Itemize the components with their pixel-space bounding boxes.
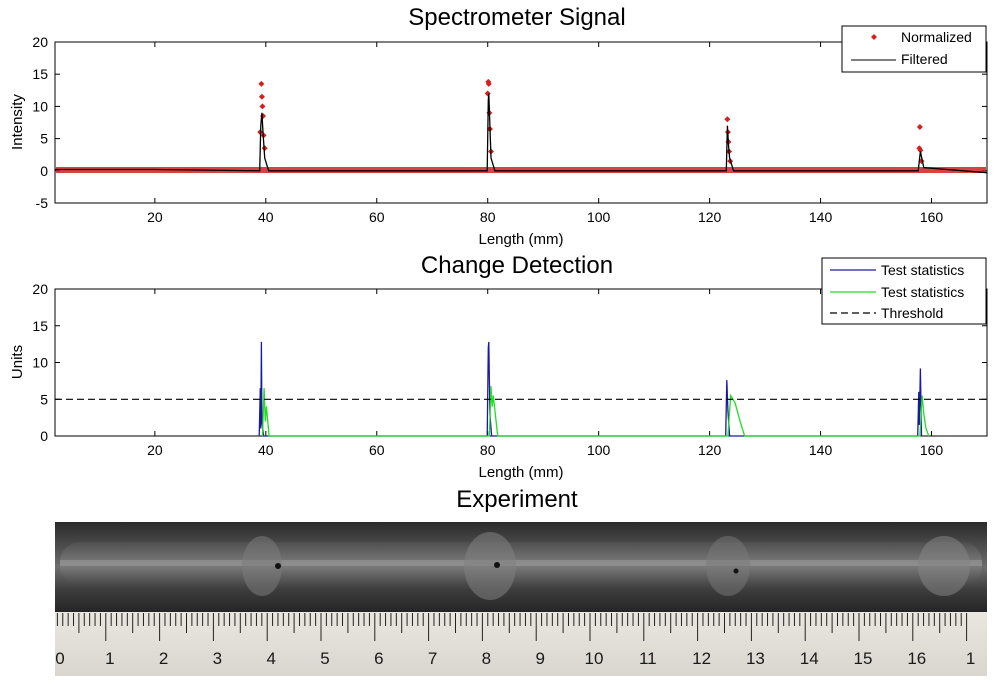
- change-detection-y-label: Units: [9, 345, 26, 379]
- ruler-label: 6: [374, 649, 383, 668]
- x-tick-label: 80: [480, 209, 496, 225]
- spectrometer-panel: Spectrometer Signal -5 0 5 10 15 20 20 40 60 80 1…: [9, 4, 988, 248]
- experiment-panel: Experiment: [55, 486, 987, 676]
- ruler: 0 1 2 3 4 5 6 7 8 9 10 11 12 13 14 15 16 1: [55, 612, 987, 676]
- spectrometer-x-ticks: 20 40 60 80 100 120 140 160: [147, 42, 943, 225]
- ruler-label: 5: [320, 649, 329, 668]
- defect-dot-1: [275, 563, 281, 569]
- x-tick-label: 20: [147, 442, 163, 458]
- spectrometer-axes-box: [54, 41, 988, 204]
- defect-dot-2: [494, 562, 500, 568]
- legend-test-statistics-blue-label: Test statistics: [881, 262, 964, 278]
- ruler-label: 10: [585, 649, 604, 668]
- defect-mark-2: [464, 532, 516, 600]
- normalized-baseline-band: [56, 167, 986, 173]
- x-tick-label: 60: [369, 442, 385, 458]
- test-statistics-1-line: [261, 385, 930, 437]
- spectrometer-x-label: Length (mm): [478, 231, 563, 248]
- defect-dot-3: [733, 568, 739, 574]
- change-detection-x-label: Length (mm): [478, 464, 563, 481]
- x-tick-label: 140: [809, 442, 833, 458]
- experiment-title: Experiment: [456, 486, 578, 513]
- ruler-label: 0: [55, 649, 64, 668]
- legend-threshold-label: Threshold: [881, 305, 943, 321]
- legend-normalized-label: Normalized: [901, 29, 972, 45]
- defect-mark-3: [706, 536, 750, 596]
- spectrometer-plot-area: [55, 78, 988, 174]
- ruler-label: 8: [482, 649, 491, 668]
- legend-test-statistics-green-label: Test statistics: [881, 284, 964, 300]
- x-tick-label: 120: [698, 442, 722, 458]
- spectrometer-legend: Normalized Filtered: [841, 25, 987, 73]
- y-tick-label: 10: [32, 98, 48, 114]
- defect-mark-1: [242, 536, 282, 596]
- y-tick-label: 5: [40, 131, 48, 147]
- spectrometer-y-label: Intensity: [9, 94, 26, 150]
- normalized-0-point: [259, 103, 266, 110]
- ruler-label: 1: [105, 649, 114, 668]
- normalized-0-point: [485, 80, 492, 87]
- x-tick-label: 120: [698, 209, 722, 225]
- ruler-ticks: [56, 613, 968, 641]
- change-detection-legend-box: [821, 257, 987, 325]
- y-tick-label: 5: [40, 391, 48, 407]
- normalized-0-point: [258, 80, 265, 87]
- y-tick-label: 0: [40, 428, 48, 444]
- change-detection-y-ticks: 0 5 10 15 20: [32, 281, 987, 444]
- y-tick-label: 0: [40, 163, 48, 179]
- y-tick-label: 20: [32, 34, 48, 50]
- change-detection-plot-area: [55, 341, 987, 437]
- change-detection-panel: Change Detection 0 5 10 15 20 20 40 60 80 100 120…: [9, 252, 988, 481]
- y-tick-label: 20: [32, 281, 48, 297]
- ruler-label: 3: [213, 649, 222, 668]
- ruler-label: 13: [746, 649, 765, 668]
- x-tick-label: 160: [920, 442, 944, 458]
- normalized-0-point: [917, 147, 924, 154]
- x-tick-label: 40: [258, 209, 274, 225]
- ruler-labels: 0 1 2 3 4 5 6 7 8 9 10 11 12 13 14 15 16 1: [55, 649, 975, 668]
- change-detection-legend: Test statistics Test statistics Threshol…: [821, 257, 987, 325]
- y-tick-label: 10: [32, 355, 48, 371]
- ruler-label: 14: [800, 649, 819, 668]
- change-detection-x-ticks: 20 40 60 80 100 120 140 160: [147, 289, 943, 458]
- x-tick-label: 80: [480, 442, 496, 458]
- x-tick-label: 40: [258, 442, 274, 458]
- weld-highlight: [60, 560, 982, 566]
- ruler-label: 9: [535, 649, 544, 668]
- legend-normalized-marker: [871, 34, 877, 40]
- x-tick-label: 100: [587, 442, 611, 458]
- filtered-1-line: [55, 93, 988, 174]
- x-tick-label: 60: [369, 209, 385, 225]
- normalized-0-point: [724, 116, 731, 123]
- ruler-body: [55, 612, 987, 676]
- normalized-0-point: [258, 93, 265, 100]
- ruler-label: 7: [428, 649, 437, 668]
- x-tick-label: 20: [147, 209, 163, 225]
- ruler-label: 16: [907, 649, 926, 668]
- legend-filtered-label: Filtered: [901, 51, 948, 67]
- x-tick-label: 160: [920, 209, 944, 225]
- change-detection-title: Change Detection: [421, 252, 613, 279]
- normalized-0-point: [916, 124, 923, 131]
- y-tick-label: 15: [32, 66, 48, 82]
- spectrometer-y-ticks: -5 0 5 10 15 20: [32, 34, 987, 211]
- y-tick-label: -5: [36, 195, 49, 211]
- ruler-label: 4: [266, 649, 275, 668]
- ruler-label: 2: [159, 649, 168, 668]
- ruler-label: 15: [854, 649, 873, 668]
- spectrometer-legend-box: [841, 25, 987, 73]
- experiment-photo: [55, 522, 987, 612]
- spectrometer-title: Spectrometer Signal: [408, 4, 625, 31]
- y-tick-label: 15: [32, 318, 48, 334]
- ruler-label: 12: [692, 649, 711, 668]
- ruler-label: 11: [639, 649, 657, 668]
- x-tick-label: 100: [587, 209, 611, 225]
- x-tick-label: 140: [809, 209, 833, 225]
- ruler-label: 1: [966, 649, 975, 668]
- defect-mark-4: [918, 536, 970, 596]
